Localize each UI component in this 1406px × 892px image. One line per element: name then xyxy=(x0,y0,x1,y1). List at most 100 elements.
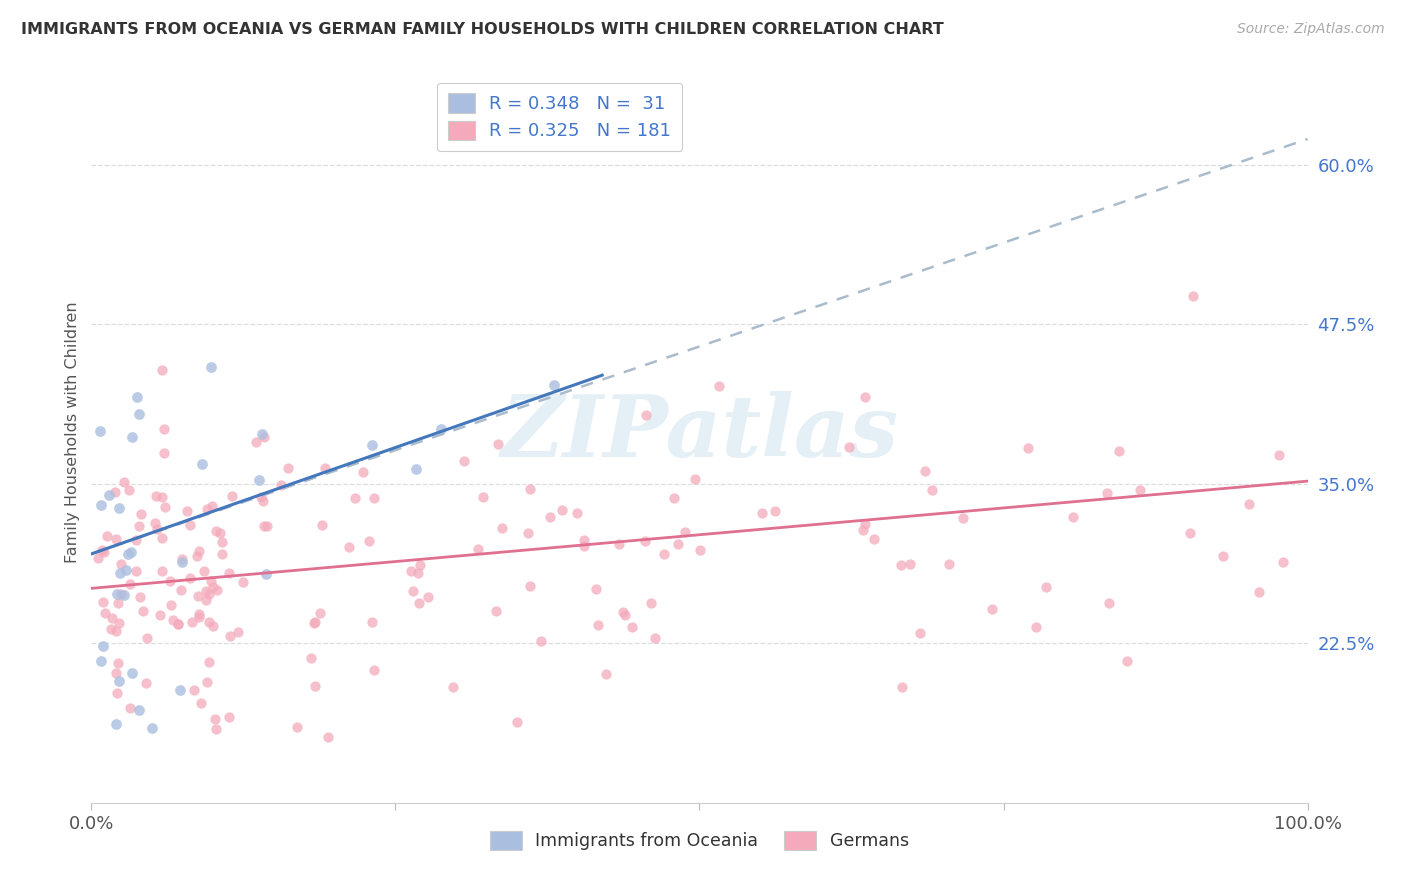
Point xyxy=(402,584,425,599)
Point xyxy=(186,549,208,564)
Point xyxy=(153,446,176,460)
Point xyxy=(232,574,254,589)
Point xyxy=(634,408,657,422)
Point xyxy=(640,596,662,610)
Point xyxy=(167,617,190,632)
Point xyxy=(890,558,912,573)
Point xyxy=(97,487,120,501)
Point xyxy=(491,521,513,535)
Point xyxy=(302,616,325,631)
Point xyxy=(150,564,173,578)
Point xyxy=(285,720,308,734)
Point xyxy=(194,584,217,599)
Point xyxy=(172,552,194,566)
Point xyxy=(595,666,617,681)
Point xyxy=(202,619,225,633)
Point xyxy=(193,564,215,578)
Point xyxy=(1237,497,1260,511)
Point xyxy=(299,650,322,665)
Point xyxy=(249,473,271,487)
Point xyxy=(1035,580,1057,594)
Point xyxy=(253,519,276,533)
Point xyxy=(150,363,173,377)
Point xyxy=(311,517,333,532)
Point xyxy=(105,686,128,700)
Point xyxy=(125,390,148,404)
Point xyxy=(399,564,422,578)
Point xyxy=(1267,448,1289,462)
Point xyxy=(145,489,167,503)
Point xyxy=(408,596,430,610)
Point xyxy=(304,615,326,630)
Point xyxy=(200,574,222,589)
Point xyxy=(337,540,360,554)
Point xyxy=(188,607,211,621)
Point xyxy=(1062,509,1084,524)
Point xyxy=(361,615,384,629)
Point xyxy=(121,665,143,680)
Point xyxy=(254,567,277,582)
Point xyxy=(256,518,278,533)
Point xyxy=(176,503,198,517)
Point xyxy=(551,503,574,517)
Point xyxy=(87,551,110,566)
Point xyxy=(538,509,561,524)
Point xyxy=(152,422,174,436)
Point xyxy=(155,500,177,514)
Point xyxy=(146,522,169,536)
Point xyxy=(304,679,326,693)
Point xyxy=(149,608,172,623)
Point xyxy=(1178,526,1201,541)
Point xyxy=(309,607,332,621)
Point xyxy=(250,491,273,505)
Point xyxy=(516,525,538,540)
Point xyxy=(838,440,860,454)
Point xyxy=(620,619,643,633)
Point xyxy=(96,529,118,543)
Point xyxy=(418,590,440,604)
Point xyxy=(105,587,128,601)
Point xyxy=(90,654,112,668)
Point xyxy=(910,626,932,640)
Point xyxy=(530,634,553,648)
Point xyxy=(91,543,114,558)
Point xyxy=(634,533,657,548)
Point xyxy=(1247,585,1270,599)
Point xyxy=(683,472,706,486)
Point xyxy=(363,491,385,505)
Point xyxy=(855,390,877,404)
Point xyxy=(204,712,226,726)
Point xyxy=(90,498,112,512)
Point xyxy=(198,655,221,669)
Point xyxy=(170,582,193,597)
Point xyxy=(652,548,675,562)
Point xyxy=(612,605,634,619)
Point xyxy=(121,430,143,444)
Point xyxy=(104,484,127,499)
Point xyxy=(128,703,150,717)
Point xyxy=(150,491,173,505)
Point xyxy=(486,437,509,451)
Point xyxy=(208,526,231,541)
Point xyxy=(853,517,876,532)
Point xyxy=(195,674,218,689)
Point xyxy=(207,582,229,597)
Point xyxy=(118,576,141,591)
Point xyxy=(952,510,974,524)
Point xyxy=(125,533,148,547)
Point xyxy=(689,542,711,557)
Point xyxy=(519,483,541,497)
Point xyxy=(519,579,541,593)
Point xyxy=(120,701,142,715)
Point xyxy=(1182,289,1205,303)
Point xyxy=(150,531,173,545)
Point xyxy=(91,595,114,609)
Point xyxy=(94,606,117,620)
Point xyxy=(343,491,366,506)
Point xyxy=(132,604,155,618)
Point xyxy=(408,558,430,572)
Point xyxy=(110,557,132,571)
Point xyxy=(1212,549,1234,563)
Point xyxy=(644,631,666,645)
Point xyxy=(205,723,228,737)
